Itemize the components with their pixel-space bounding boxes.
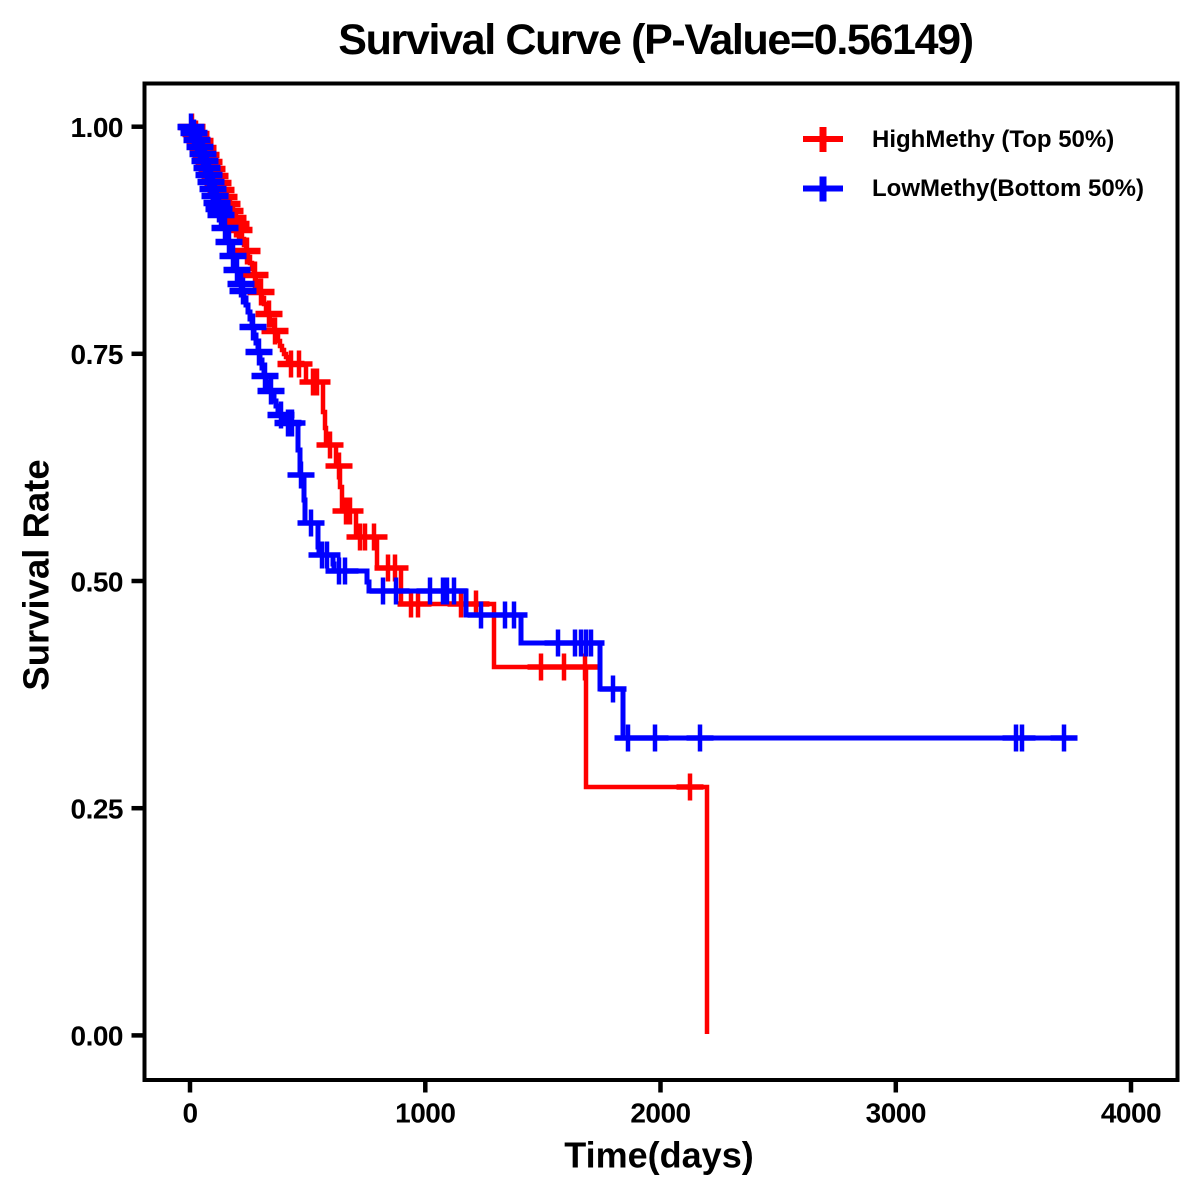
svg-text:Survival Curve (P-Value=0.5614: Survival Curve (P-Value=0.56149) (338, 16, 972, 64)
svg-text:1000: 1000 (395, 1098, 455, 1129)
svg-text:4000: 4000 (1101, 1098, 1161, 1129)
svg-text:Time(days): Time(days) (564, 1135, 753, 1176)
svg-text:0.75: 0.75 (71, 339, 124, 370)
svg-text:0.50: 0.50 (71, 566, 124, 597)
svg-text:0.00: 0.00 (71, 1021, 124, 1052)
svg-text:LowMethy(Bottom 50%): LowMethy(Bottom 50%) (872, 175, 1144, 202)
svg-text:2000: 2000 (630, 1098, 690, 1129)
svg-text:0: 0 (182, 1098, 197, 1129)
svg-text:HighMethy (Top 50%): HighMethy (Top 50%) (872, 126, 1114, 153)
svg-text:1.00: 1.00 (71, 112, 124, 143)
svg-text:Survival Rate: Survival Rate (16, 459, 57, 690)
svg-text:0.25: 0.25 (71, 794, 124, 825)
svg-text:3000: 3000 (866, 1098, 926, 1129)
